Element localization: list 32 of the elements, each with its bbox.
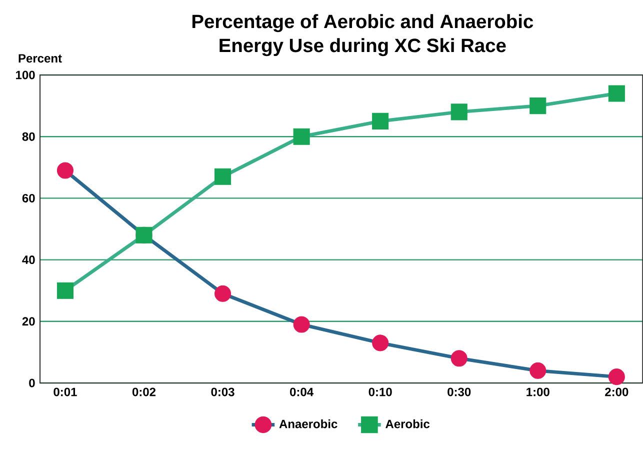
legend-label: Aerobic [386, 419, 430, 428]
point [214, 285, 232, 302]
point [372, 112, 389, 130]
point [214, 168, 232, 185]
y-tick-label: 20 [22, 317, 35, 326]
x-tick-label: 0:03 [211, 388, 234, 396]
x-tick-label: 0:04 [290, 388, 314, 396]
x-tick-label: 0:30 [448, 388, 471, 396]
point [372, 334, 389, 352]
y-tick-label: 80 [22, 132, 35, 141]
y-tick-label: 0 [29, 378, 35, 388]
x-tick-label: 1:00 [526, 388, 550, 396]
point [56, 282, 74, 299]
y-tick-label: 40 [22, 256, 35, 264]
point [608, 368, 625, 386]
point [530, 98, 546, 114]
chart-title: Percentage of Aerobic and Anaerobic Energy Use during XC Ski Race [192, 14, 534, 56]
point [293, 128, 310, 145]
point [450, 104, 468, 120]
point [293, 316, 310, 333]
y-tick-label: 100 [16, 70, 35, 80]
x-tick-label: 0:10 [368, 388, 392, 396]
x-tick-label: 0:01 [54, 388, 77, 396]
x-tick-label: 0:02 [132, 388, 156, 396]
point [56, 162, 74, 179]
point [530, 362, 546, 379]
y-tick-label: 60 [22, 194, 35, 202]
x-tick-label: 2:00 [605, 388, 628, 396]
point [608, 85, 625, 102]
legend-label: Anaerobic [279, 419, 338, 428]
y-axis-title: Percent [18, 54, 62, 63]
point [450, 350, 468, 367]
